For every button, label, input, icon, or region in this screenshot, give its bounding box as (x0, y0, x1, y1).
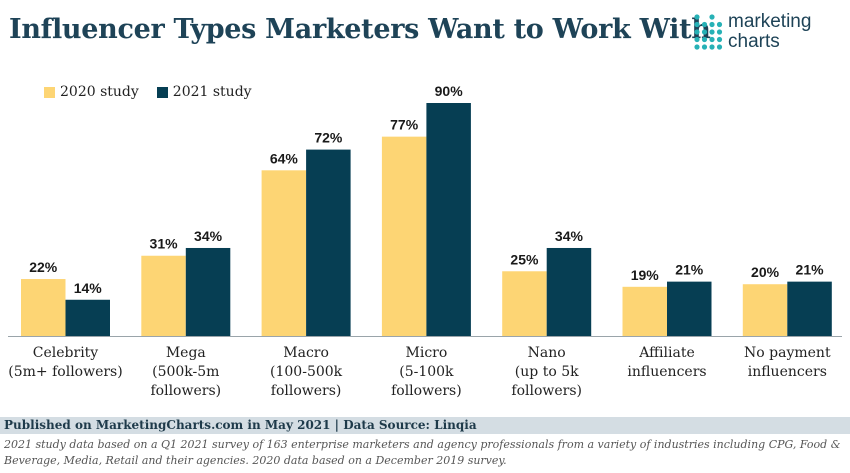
logo-dot (709, 44, 715, 50)
bar-2020-3 (381, 136, 427, 336)
bar-2020-0 (21, 279, 66, 336)
bar-2020-4 (502, 271, 547, 336)
logo-dot (709, 14, 715, 20)
data-label: 72% (314, 130, 343, 146)
category-label: Affiliate (638, 345, 695, 361)
data-label: 31% (150, 236, 179, 252)
data-label: 25% (510, 251, 539, 267)
data-label: 20% (751, 264, 780, 280)
bar-2020-5 (622, 286, 667, 336)
category-label: followers) (511, 383, 582, 399)
legend-label-2020: 2020 study (60, 84, 139, 100)
data-label: 22% (29, 259, 58, 275)
bar-2021-3 (426, 103, 471, 336)
data-label: 34% (194, 228, 223, 244)
bar-2021-5 (667, 281, 712, 336)
category-label: No payment (744, 345, 831, 361)
category-label: followers) (271, 383, 342, 399)
data-label: 14% (74, 280, 103, 296)
category-label: Nano (528, 345, 566, 361)
data-label: 19% (631, 267, 660, 283)
logo-dots-icon (694, 14, 723, 50)
data-label: 34% (555, 228, 584, 244)
logo-dot (709, 36, 715, 43)
logo-dot (709, 29, 715, 35)
logo-dot (716, 21, 723, 28)
logo-dot (716, 44, 723, 50)
category-label: Celebrity (33, 345, 99, 361)
category-label: Macro (283, 345, 329, 361)
bar-2021-0 (65, 299, 110, 336)
data-label: 21% (796, 262, 825, 278)
logo-text-line1: marketing (728, 11, 812, 32)
logo-dot (709, 21, 715, 28)
data-label: 77% (390, 117, 419, 133)
bar-2021-4 (546, 247, 592, 336)
logo-dot (701, 21, 708, 28)
category-label: followers) (391, 383, 462, 399)
category-label: influencers (748, 364, 827, 380)
chart-legend: 2020 study 2021 study (44, 84, 270, 100)
legend-item-2021: 2021 study (156, 84, 252, 100)
category-label: (500k-5m (152, 364, 219, 380)
category-label: Micro (406, 345, 448, 361)
logo-dot (701, 36, 708, 43)
legend-swatch-2021 (156, 86, 168, 98)
data-label: 21% (675, 262, 704, 278)
logo-text-line2: charts (728, 31, 780, 52)
logo-dot (701, 29, 708, 35)
data-label: 64% (270, 150, 299, 166)
marketingcharts-logo: marketing charts (693, 10, 843, 56)
bar-2020-1 (141, 255, 186, 336)
logo-dot (694, 44, 700, 50)
logo-dot (694, 36, 700, 43)
logo-dot (716, 36, 723, 43)
bar-2020-6 (742, 284, 788, 336)
logo-dot (694, 14, 700, 20)
bar-2021-1 (185, 247, 231, 336)
logo-dot (701, 44, 708, 50)
bar-2020-2 (261, 170, 307, 336)
legend-item-2020: 2020 study (44, 84, 139, 100)
logo-dot (694, 21, 700, 28)
chart-title: Influencer Types Marketers Want to Work … (9, 14, 711, 45)
logo-dot (694, 29, 700, 35)
category-label: (5m+ followers) (8, 364, 122, 380)
category-label: Mega (166, 345, 206, 361)
category-label: followers) (150, 383, 221, 399)
legend-swatch-2020 (44, 86, 55, 98)
footer-note: 2021 study data based on a Q1 2021 surve… (4, 438, 841, 467)
category-label: influencers (627, 364, 706, 380)
category-label: (5-100k (399, 364, 454, 380)
category-label: (100-500k (270, 364, 343, 380)
bar-2021-6 (787, 281, 832, 336)
bar-chart: 22% 14% Celebrity (5m+ followers) 31% 34% Mega… (8, 83, 842, 399)
bar-2021-2 (306, 149, 351, 336)
logo-dot (716, 29, 723, 35)
data-label: 90% (435, 83, 464, 99)
footer-published: Published on MarketingCharts.com in May … (4, 418, 477, 432)
legend-label-2021: 2021 study (172, 84, 252, 100)
footer-bar (0, 417, 850, 434)
category-label: (up to 5k (515, 364, 579, 380)
